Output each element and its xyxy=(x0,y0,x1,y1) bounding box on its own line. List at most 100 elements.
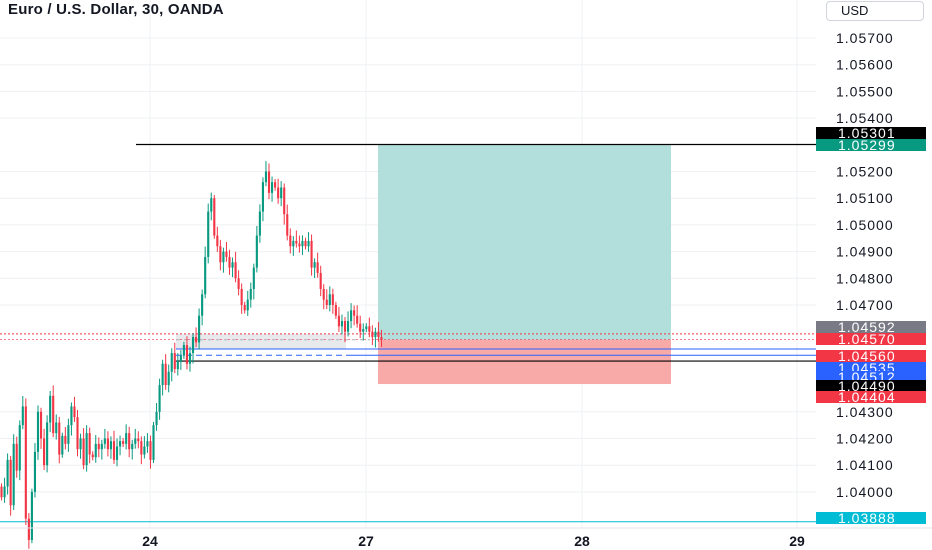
candle-body xyxy=(216,235,219,247)
y-tick-label: 1.04800 xyxy=(836,270,894,286)
candle-body xyxy=(167,371,170,386)
candle-body xyxy=(119,441,122,447)
candle-body xyxy=(298,243,301,247)
candle-body xyxy=(173,353,176,370)
candle-body xyxy=(97,443,100,450)
candle-body xyxy=(353,310,356,316)
price-badge xyxy=(816,127,926,139)
profit-zone[interactable] xyxy=(378,145,671,340)
horizontal-lines xyxy=(0,143,816,523)
consolidation-box[interactable] xyxy=(176,333,346,350)
candle-body xyxy=(249,288,252,300)
candle-body xyxy=(67,425,70,444)
candle-body xyxy=(161,363,164,386)
candle-body xyxy=(46,422,49,466)
y-tick-label: 1.05000 xyxy=(836,217,894,233)
candle-body xyxy=(313,262,316,268)
time-axis[interactable]: 24 27 28 29 xyxy=(0,527,932,549)
price-badges: 1.053011.052991.045921.0457029:421.04560… xyxy=(816,125,926,526)
candle-body xyxy=(158,385,161,412)
candle-body xyxy=(277,187,280,199)
price-badge xyxy=(816,333,926,345)
candle-body xyxy=(21,406,24,426)
y-tick-label: 1.04700 xyxy=(836,297,894,313)
price-badge-label: 1.05299 xyxy=(838,137,896,153)
price-badge-label: 1.04592 xyxy=(838,319,896,335)
candle-body xyxy=(304,240,307,247)
price-badge xyxy=(816,350,926,362)
candle-body xyxy=(36,411,40,452)
candle-body xyxy=(319,272,322,289)
candle-body xyxy=(292,240,295,247)
candle-body xyxy=(380,337,383,340)
price-axis-panel[interactable] xyxy=(816,22,932,528)
candle-body xyxy=(264,171,268,183)
y-tick-label: 1.04100 xyxy=(836,457,894,473)
x-tick-label: 24 xyxy=(142,533,158,549)
candle-body xyxy=(137,438,140,442)
candle-body xyxy=(33,451,37,492)
candle-body xyxy=(274,182,277,188)
price-badge-label: 1.05301 xyxy=(838,125,896,141)
price-badge xyxy=(816,391,926,403)
symbol-title[interactable]: Euro / U.S. Dollar, 30, OANDA xyxy=(8,1,224,18)
price-badge xyxy=(816,512,926,524)
x-tick-label: 27 xyxy=(358,533,374,549)
y-tick-label: 1.04900 xyxy=(836,244,894,260)
candle-body xyxy=(267,171,271,193)
candle-body xyxy=(255,235,258,268)
candle-body xyxy=(24,406,27,519)
candle-body xyxy=(365,326,368,330)
candle-body xyxy=(0,486,3,498)
y-tick-label: 1.05500 xyxy=(836,83,894,99)
candle-body xyxy=(191,337,195,354)
candle-body xyxy=(368,326,371,332)
candle-body xyxy=(6,459,9,487)
candle-body xyxy=(228,256,231,268)
y-tick-label: 1.04300 xyxy=(836,404,894,420)
candle-body xyxy=(286,214,289,236)
candle-body xyxy=(143,446,146,455)
candle-body xyxy=(146,441,149,447)
candle-body xyxy=(374,331,377,338)
candlestick-series xyxy=(0,161,383,549)
candle-body xyxy=(30,491,33,540)
y-tick-label: 1.05200 xyxy=(836,164,894,180)
candle-body xyxy=(106,438,109,450)
price-badge xyxy=(816,380,926,392)
candle-body xyxy=(73,406,76,418)
candle-body xyxy=(362,329,365,332)
candle-body xyxy=(149,441,152,460)
candle-body xyxy=(152,425,155,460)
candle-body xyxy=(27,518,30,540)
price-axis[interactable]: 1.05700 1.05600 1.05500 1.05400 1.05200 1.051… xyxy=(836,30,894,500)
candle-body xyxy=(210,198,213,212)
candle-body xyxy=(55,422,58,434)
candle-body xyxy=(170,353,173,372)
candle-body xyxy=(15,443,18,471)
candle-body xyxy=(331,294,334,305)
candle-body xyxy=(64,435,67,444)
candle-body xyxy=(359,323,362,332)
candle-body xyxy=(134,438,137,444)
candle-body xyxy=(3,486,6,498)
candle-body xyxy=(49,395,52,423)
candle-body xyxy=(188,353,192,364)
candle-body xyxy=(301,240,304,247)
candle-body xyxy=(122,441,125,444)
candle-body xyxy=(219,246,222,263)
x-tick-label: 28 xyxy=(574,533,590,549)
loss-zone[interactable] xyxy=(378,339,671,385)
price-badge-label: 1.04404 xyxy=(838,389,896,405)
candle-body xyxy=(198,315,201,343)
price-badge xyxy=(816,321,926,333)
candle-body xyxy=(70,406,73,426)
candle-body xyxy=(377,331,380,338)
currency-button[interactable]: USD xyxy=(826,1,924,21)
candle-body xyxy=(231,262,234,268)
candle-body xyxy=(289,235,292,247)
candle-body xyxy=(371,331,374,338)
candle-body xyxy=(115,446,119,460)
candle-body xyxy=(207,211,210,257)
